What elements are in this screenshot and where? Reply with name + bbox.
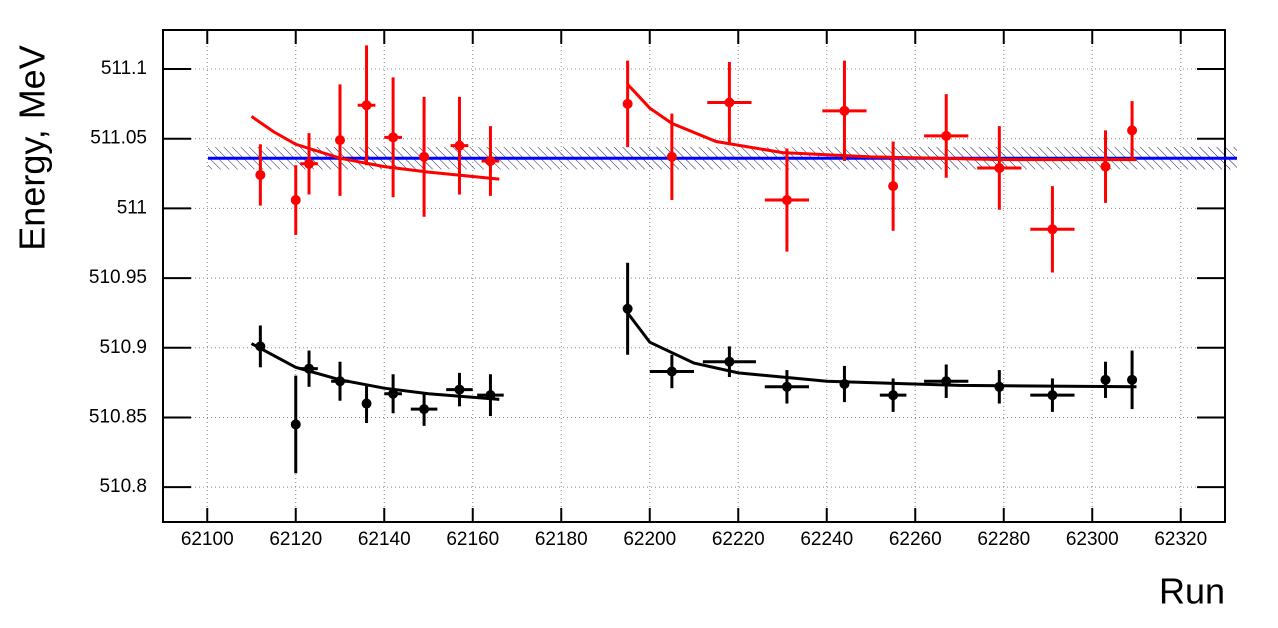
point (622, 98, 633, 109)
point (454, 384, 465, 395)
point (1047, 390, 1058, 401)
y-tick-label: 511.1 (101, 58, 147, 79)
x-tick-label: 62160 (446, 529, 499, 550)
point (666, 151, 677, 162)
point (888, 390, 899, 401)
x-tick-label: 62260 (889, 529, 942, 550)
point (888, 181, 899, 192)
point (290, 419, 301, 430)
x-axis-title: Run (1159, 571, 1225, 612)
x-tick-label: 62140 (358, 529, 411, 550)
y-tick-label: 511 (117, 197, 147, 218)
point (1127, 374, 1138, 385)
point (994, 162, 1005, 173)
point (781, 195, 792, 206)
x-tick-label: 62180 (535, 529, 588, 550)
point (1100, 161, 1111, 172)
point (1100, 374, 1111, 385)
x-tick-label: 62280 (977, 529, 1030, 550)
point (1127, 125, 1138, 136)
x-tick-label: 62220 (712, 529, 765, 550)
point (388, 388, 399, 399)
point (361, 398, 372, 409)
point (724, 356, 735, 367)
point (419, 404, 430, 415)
plot-frame (162, 29, 1226, 523)
point (454, 140, 465, 151)
point (839, 105, 850, 116)
point (304, 158, 315, 169)
x-tick-label: 62320 (1154, 529, 1207, 550)
y-tick-label: 510.9 (99, 337, 147, 358)
point (388, 132, 399, 143)
point (255, 169, 266, 180)
point (290, 195, 301, 206)
point (1047, 224, 1058, 235)
y-tick-label: 510.85 (89, 406, 147, 427)
x-tick-label: 62120 (269, 529, 322, 550)
point (666, 366, 677, 377)
fit-curve (626, 83, 1137, 162)
x-tick-label: 62240 (800, 529, 853, 550)
point (941, 130, 952, 141)
point (485, 156, 496, 167)
x-tick-label: 62200 (623, 529, 676, 550)
fit-curve (250, 342, 500, 401)
point (361, 100, 372, 111)
point (622, 303, 633, 314)
point (419, 151, 430, 162)
x-tick-label: 62100 (181, 529, 234, 550)
fit-curve (250, 115, 500, 181)
point (335, 135, 345, 146)
x-tick-label: 62300 (1066, 529, 1119, 550)
y-tick-label: 510.8 (99, 476, 147, 497)
y-tick-label: 510.95 (89, 267, 147, 288)
point (724, 97, 735, 108)
y-axis-title: Energy, MeV (12, 45, 53, 250)
point (781, 381, 792, 392)
y-tick-label: 511.05 (90, 128, 147, 149)
fit-curve (626, 312, 1137, 389)
